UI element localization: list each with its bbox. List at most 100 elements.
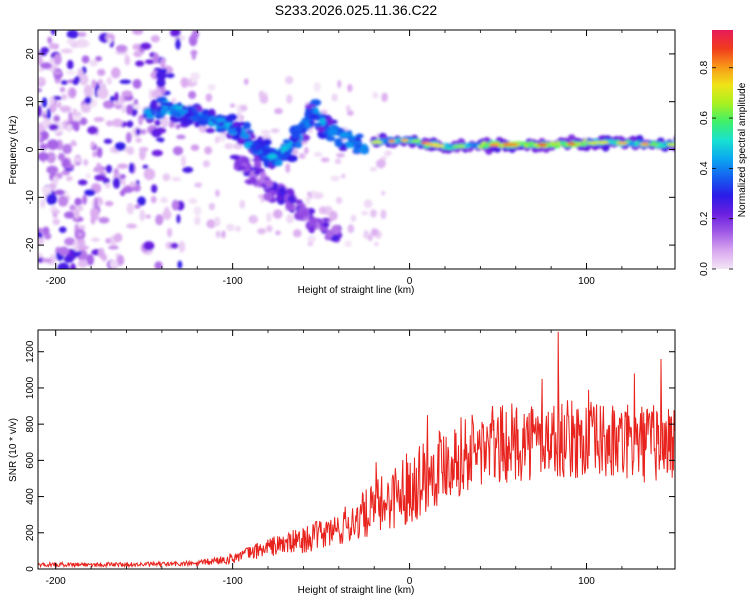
- heatmap-cell: [96, 146, 103, 158]
- heatmap-cell: [162, 209, 172, 220]
- heatmap-cell: [253, 160, 262, 170]
- heatmap-cell: [320, 157, 330, 163]
- heatmap-cell: [105, 33, 115, 42]
- heatmap-cell: [53, 53, 62, 66]
- heatmap-cell: [238, 165, 247, 171]
- heatmap-cell: [242, 125, 250, 130]
- colorbar-tick-label: 0.8: [699, 60, 710, 74]
- heatmap-cell: [425, 142, 432, 146]
- heatmap-cell: [285, 163, 291, 174]
- heatmap-cell: [334, 158, 342, 165]
- heatmap-cell: [310, 99, 322, 107]
- heatmap-cell: [60, 48, 73, 54]
- heatmap-cell: [83, 159, 89, 166]
- heatmap-cell: [66, 30, 79, 39]
- heatmap-cell: [53, 115, 60, 122]
- heatmap-cell: [81, 55, 90, 64]
- heatmap-cell: [41, 185, 52, 193]
- heatmap-cell: [142, 113, 147, 118]
- heatmap-cell: [139, 209, 146, 222]
- heatmap-cell: [597, 140, 610, 144]
- heatmap-cell: [266, 225, 273, 233]
- heatmap-cell: [52, 70, 62, 75]
- heatmap-cell: [156, 77, 166, 88]
- heatmap-cell: [369, 209, 378, 218]
- heatmap-cell: [182, 105, 187, 110]
- heatmap-cell: [298, 153, 306, 160]
- heatmap-cell: [83, 84, 93, 97]
- heatmap-cell: [300, 209, 309, 218]
- heatmap-cell: [363, 230, 370, 239]
- heatmap-cell: [331, 93, 338, 102]
- heatmap-cell: [171, 97, 177, 104]
- heatmap-cell: [278, 153, 283, 158]
- heatmap-cell: [307, 241, 314, 247]
- heatmap-cell: [113, 168, 119, 176]
- heatmap-cell: [227, 127, 237, 134]
- heatmap-cell: [208, 202, 216, 211]
- y-tick-label: -20: [25, 237, 36, 252]
- heatmap-cell: [66, 123, 73, 133]
- heatmap-cell: [90, 215, 96, 225]
- heatmap-cell: [113, 233, 123, 243]
- heatmap-cell: [176, 112, 181, 117]
- y-tick-label: 10: [25, 96, 36, 108]
- heatmap-cell: [240, 104, 248, 112]
- heatmap-cell: [40, 50, 47, 57]
- heatmap-cell: [140, 129, 147, 135]
- heatmap-cell: [182, 166, 194, 173]
- y-tick-label: 400: [25, 488, 36, 505]
- heatmap-cell: [170, 30, 181, 37]
- heatmap-cell: [286, 154, 298, 163]
- heatmap-cell: [380, 190, 386, 196]
- heatmap-cell: [267, 153, 278, 160]
- heatmap-cell: [102, 100, 115, 109]
- heatmap-cell: [262, 152, 267, 157]
- heatmap-cell: [204, 120, 209, 125]
- heatmap-cell: [77, 238, 86, 246]
- heatmap-cell: [69, 204, 76, 211]
- x-tick-label: 0: [407, 276, 413, 287]
- heatmap-cell: [52, 218, 61, 226]
- heatmap-cell: [327, 127, 339, 137]
- heatmap-cell: [198, 124, 208, 133]
- heatmap-cell: [41, 258, 53, 263]
- heatmap-cell: [41, 97, 48, 108]
- heatmap-cell: [115, 44, 128, 53]
- heatmap-cell: [139, 148, 146, 161]
- heatmap-cell: [97, 87, 109, 100]
- heatmap-cell: [286, 94, 293, 104]
- heatmap-cell: [96, 162, 102, 168]
- heatmap-cell: [38, 237, 44, 246]
- heatmap-cell: [72, 108, 77, 117]
- heatmap-cell: [120, 179, 126, 186]
- heatmap-cell: [89, 59, 99, 67]
- heatmap-cell: [335, 196, 343, 204]
- heatmap-cell: [325, 229, 334, 239]
- heatmap-cell: [388, 139, 396, 143]
- heatmap-cell: [291, 143, 296, 148]
- x-tick-label: -200: [46, 576, 66, 587]
- heatmap-cell: [117, 163, 129, 169]
- heatmap-cell: [132, 104, 141, 110]
- heatmap-cell: [126, 120, 134, 128]
- heatmap-cell: [156, 114, 161, 119]
- heatmap-cell: [132, 78, 142, 89]
- heatmap-cell: [226, 223, 235, 232]
- heatmap-cell: [274, 108, 283, 115]
- colorbar-label: Normalized spectral amplitude: [737, 82, 748, 217]
- heatmap-cell: [119, 79, 132, 85]
- heatmap-cell: [103, 138, 113, 144]
- heatmap-cell: [215, 189, 220, 198]
- y-tick-label: -10: [25, 190, 36, 205]
- heatmap-cell: [160, 116, 169, 128]
- heatmap-cell: [308, 113, 319, 120]
- heatmap-cell: [84, 96, 92, 105]
- heatmap-cell: [94, 174, 107, 181]
- heatmap-cell: [675, 144, 681, 148]
- heatmap-cell: [192, 108, 197, 113]
- heatmap-cell: [38, 78, 45, 84]
- heatmap-cell: [119, 189, 126, 197]
- heatmap-cell: [275, 151, 280, 156]
